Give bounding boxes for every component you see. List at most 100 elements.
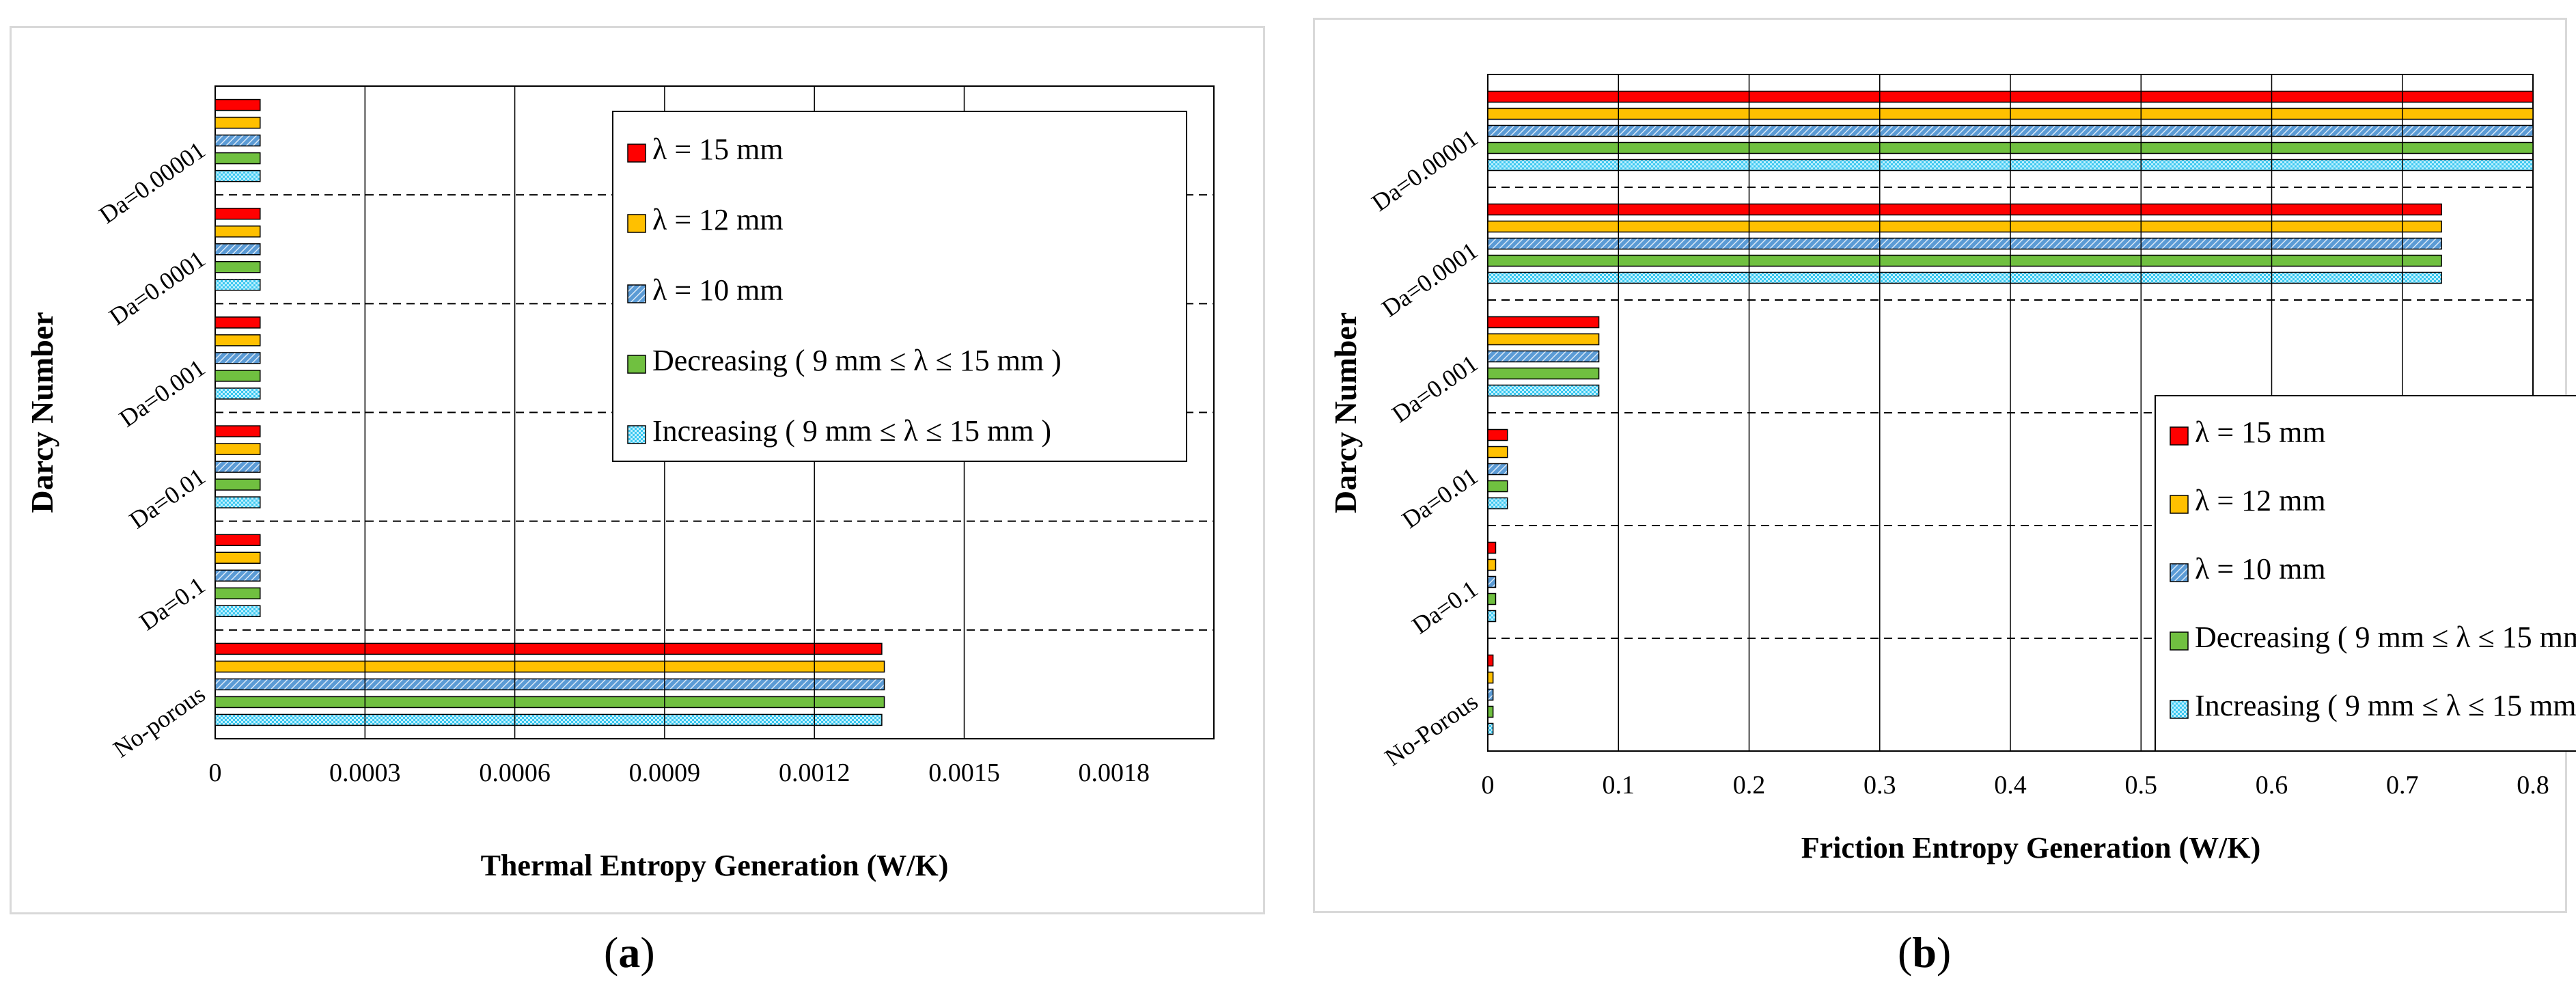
bar-decreasing-0 — [214, 152, 261, 165]
caption-close: ) — [640, 928, 655, 977]
legend-swatch-lambda12 — [627, 214, 646, 233]
bar-decreasing-1 — [214, 261, 261, 273]
bar-decreasing-2 — [214, 370, 261, 382]
bar-lambda10-2 — [1487, 350, 1600, 363]
legend-label-lambda15: λ = 15 mm — [2195, 416, 2326, 449]
bar-lambda12-3 — [214, 443, 261, 455]
bar-lambda10-4 — [214, 569, 261, 582]
bar-lambda10-2 — [214, 352, 261, 364]
legend-label-lambda12: λ = 12 mm — [652, 203, 784, 236]
bar-lambda10-4 — [1487, 575, 1497, 588]
bar-increasing-5 — [214, 713, 883, 726]
category-label: Da=0.0001 — [1377, 236, 1483, 322]
bar-lambda12-0 — [214, 116, 261, 129]
legend-label-decreasing: Decreasing ( 9 mm ≤ λ ≤ 15 mm ) — [2195, 621, 2576, 654]
legend-swatch-lambda12 — [2170, 495, 2189, 514]
bar-lambda15-2 — [214, 316, 261, 329]
bar-lambda10-0 — [214, 134, 261, 147]
x-tick-label: 0.5 — [2125, 771, 2158, 800]
chart-panel-b: Da=0.00001 Da=0.0001 Da=0.001 Da=0.01 Da=0.1… — [1313, 18, 2576, 913]
caption-letter: b — [1912, 928, 1937, 977]
bar-lambda10-3 — [214, 461, 261, 473]
bar-lambda10-1 — [1487, 237, 2442, 250]
bar-lambda12-1 — [1487, 220, 2442, 233]
friction-entropy-chart: Da=0.00001 Da=0.0001 Da=0.001 Da=0.01 Da=0.1… — [1328, 74, 2576, 864]
legend — [612, 111, 1187, 462]
x-tick-label: 0.2 — [1733, 771, 1766, 800]
bar-decreasing-2 — [1487, 367, 1600, 380]
legend-swatch-decreasing — [2170, 631, 2189, 651]
bar-increasing-1 — [214, 279, 261, 291]
x-tick-label: 0 — [1482, 771, 1495, 800]
x-tick-label: 0.8 — [2517, 771, 2549, 800]
legend-label-lambda10: λ = 10 mm — [652, 273, 784, 307]
bar-lambda10-5 — [214, 678, 885, 691]
bar-decreasing-4 — [1487, 592, 1497, 605]
bar-lambda15-1 — [1487, 203, 2442, 216]
bar-lambda15-3 — [214, 425, 261, 437]
bar-lambda15-1 — [214, 208, 261, 220]
y-axis-title: Darcy Number — [25, 312, 59, 513]
x-axis-title: Friction Entropy Generation (W/K) — [1801, 831, 2261, 864]
bar-decreasing-5 — [214, 696, 885, 709]
legend-label-increasing: Increasing ( 9 mm ≤ λ ≤ 15 mm ) — [2195, 689, 2576, 722]
legend-swatch-lambda15 — [2170, 426, 2189, 446]
x-tick-label: 0.0006 — [479, 759, 551, 787]
x-tick-label: 0.1 — [1603, 771, 1635, 800]
category-label: Da=0.1 — [1407, 575, 1483, 639]
category-label: Da=0.001 — [1387, 349, 1482, 428]
legend-swatch-lambda15 — [627, 144, 646, 163]
y-axis-title: Darcy Number — [1328, 312, 1363, 513]
legend-label-lambda15: λ = 15 mm — [652, 133, 784, 166]
bar-lambda15-3 — [1487, 428, 1508, 441]
bar-decreasing-3 — [214, 478, 261, 491]
bar-lambda12-2 — [214, 334, 261, 346]
bar-lambda12-4 — [214, 551, 261, 564]
bar-increasing-5 — [1487, 722, 1494, 735]
legend-swatch-increasing — [2170, 700, 2189, 719]
category-label: Da=0.01 — [124, 463, 210, 534]
legend-swatch-lambda10 — [627, 284, 646, 303]
caption-close: ) — [1936, 928, 1952, 977]
bar-lambda12-1 — [214, 226, 261, 238]
caption-a: (a) — [604, 927, 655, 978]
thermal-entropy-chart: Da=0.00001 Da=0.0001 Da=0.001 Da=0.01 Da=0.1… — [25, 85, 1215, 882]
bar-decreasing-1 — [1487, 254, 2442, 267]
x-tick-label: 0.4 — [1994, 771, 2027, 800]
bar-lambda12-5 — [214, 660, 885, 673]
bar-lambda12-4 — [1487, 558, 1497, 571]
bar-lambda12-5 — [1487, 671, 1494, 684]
x-tick-label: 0.0009 — [629, 759, 701, 787]
caption-b: (b) — [1898, 927, 1951, 978]
category-label: Da=0.1 — [135, 571, 210, 636]
bar-increasing-3 — [1487, 497, 1508, 510]
bar-lambda15-0 — [214, 98, 261, 111]
bar-decreasing-4 — [214, 587, 261, 599]
bar-increasing-4 — [1487, 610, 1497, 623]
bar-lambda15-4 — [1487, 541, 1497, 554]
x-tick-label: 0.7 — [2386, 771, 2419, 800]
legend-swatch-decreasing — [627, 355, 646, 374]
legend-label-lambda12: λ = 12 mm — [2195, 484, 2326, 517]
bar-lambda15-5 — [214, 642, 883, 655]
legend-swatch-lambda10 — [2170, 563, 2189, 582]
bar-lambda10-1 — [214, 243, 261, 256]
bar-decreasing-5 — [1487, 705, 1494, 718]
chart-panel-a: Da=0.00001 Da=0.0001 Da=0.001 Da=0.01 Da=0.1… — [10, 26, 1265, 914]
category-label: Da=0.001 — [114, 354, 210, 433]
bar-increasing-2 — [214, 387, 261, 400]
category-label: Da=0.01 — [1397, 462, 1483, 534]
bar-decreasing-3 — [1487, 480, 1508, 493]
category-label: Da=0.00001 — [94, 136, 210, 229]
category-label: Da=0.0001 — [105, 245, 210, 331]
bar-lambda10-5 — [1487, 688, 1494, 701]
bar-lambda15-2 — [1487, 316, 1600, 329]
bar-increasing-0 — [214, 169, 261, 182]
x-tick-label: 0.0012 — [779, 759, 850, 787]
bar-lambda15-4 — [214, 534, 261, 546]
caption-open: ( — [1898, 928, 1913, 977]
caption-open: ( — [604, 928, 619, 977]
legend-swatch-increasing — [627, 425, 646, 444]
x-tick-label: 0.6 — [2256, 771, 2288, 800]
bar-increasing-3 — [214, 496, 261, 508]
